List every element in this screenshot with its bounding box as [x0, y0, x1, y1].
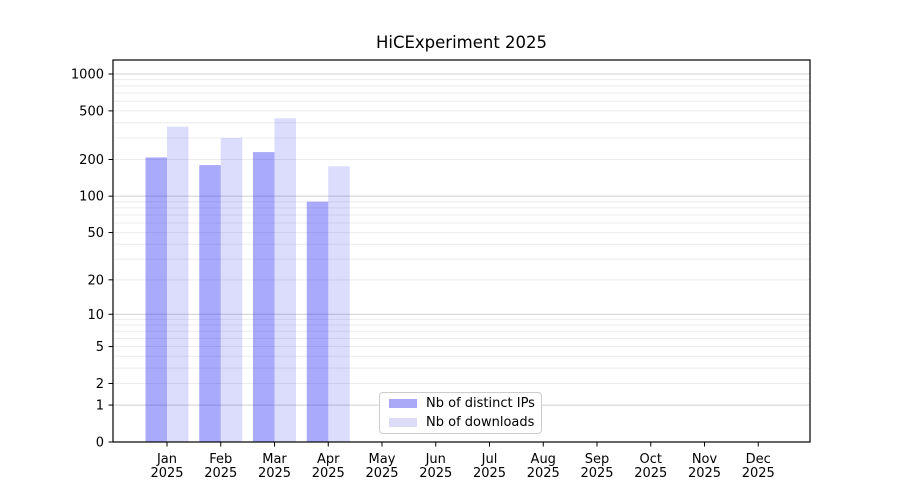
x-tick-label-year: 2025: [258, 466, 291, 481]
y-tick-label: 10: [87, 308, 104, 323]
x-tick-label-month: Mar: [262, 452, 287, 467]
y-tick-label: 500: [79, 104, 104, 119]
gridlines: [113, 73, 810, 406]
x-tick-label-month: Jan: [156, 452, 177, 467]
x-tick-label-year: 2025: [580, 466, 613, 481]
bar: [328, 166, 350, 442]
x-tick-label-year: 2025: [634, 466, 667, 481]
y-tick-label: 1: [96, 399, 104, 414]
y-axis: 0 1 2 5 10 20 50 100 200 500 1000: [71, 68, 113, 451]
legend-label-downloads: Nb of downloads: [426, 415, 535, 430]
x-tick-label-month: Jul: [481, 452, 498, 467]
x-axis: Jan2025Feb2025Mar2025Apr2025May2025Jun20…: [150, 442, 775, 481]
bar: [253, 152, 275, 443]
x-tick-label-month: Jun: [425, 452, 446, 467]
x-tick-label-month: Apr: [317, 452, 340, 467]
x-tick-label-year: 2025: [204, 466, 237, 481]
x-tick-label-month: May: [369, 452, 396, 467]
x-tick-label-month: Sep: [585, 452, 610, 467]
x-tick-label-year: 2025: [742, 466, 775, 481]
x-tick-label-month: Dec: [746, 452, 771, 467]
plot-border: [112, 59, 811, 443]
bar: [145, 157, 167, 442]
x-tick-label-month: Nov: [692, 452, 718, 467]
y-tick-label: 200: [79, 153, 104, 168]
bar: [274, 118, 296, 442]
x-tick-label-year: 2025: [419, 466, 452, 481]
x-tick-label-year: 2025: [688, 466, 721, 481]
legend-label-distinct-ips: Nb of distinct IPs: [426, 396, 535, 411]
y-tick-label: 100: [79, 190, 104, 205]
y-tick-label: 50: [87, 226, 104, 241]
legend: Nb of distinct IPs Nb of downloads: [379, 392, 542, 434]
bar: [167, 126, 189, 442]
legend-swatch-distinct-ips: [389, 399, 417, 408]
y-tick-label: 2: [96, 377, 104, 392]
series-downloads: [167, 118, 350, 442]
x-tick-label-year: 2025: [473, 466, 506, 481]
x-tick-label-year: 2025: [527, 466, 560, 481]
x-tick-label-year: 2025: [312, 466, 345, 481]
legend-item-downloads: Nb of downloads: [389, 415, 535, 430]
bar: [199, 165, 221, 443]
x-tick-label-month: Feb: [209, 452, 232, 467]
x-tick-label-month: Aug: [531, 452, 556, 467]
y-tick-label: 0: [96, 436, 104, 451]
y-tick-label: 5: [96, 340, 104, 355]
legend-swatch-downloads: [389, 418, 417, 427]
x-tick-label-year: 2025: [365, 466, 398, 481]
bar: [306, 201, 329, 442]
y-tick-label: 1000: [71, 68, 104, 83]
bar: [220, 138, 243, 442]
legend-item-distinct-ips: Nb of distinct IPs: [389, 396, 535, 411]
chart-title: HiCExperiment 2025: [375, 33, 548, 52]
x-tick-label-month: Oct: [640, 452, 662, 467]
series-distinct-ips: [145, 152, 329, 443]
y-tick-label: 20: [87, 273, 104, 288]
x-tick-label-year: 2025: [150, 466, 183, 481]
